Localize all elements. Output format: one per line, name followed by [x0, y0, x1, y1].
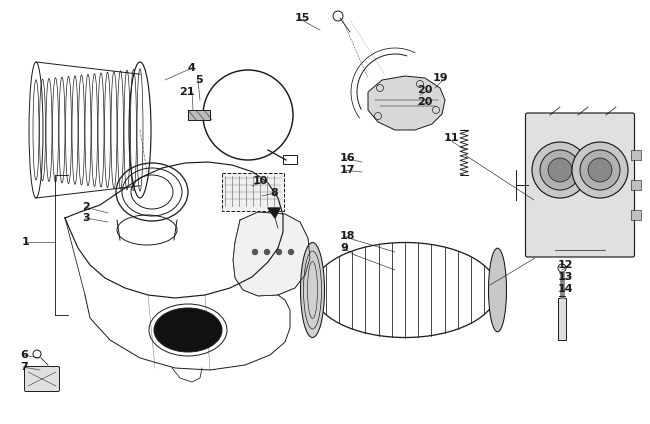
Text: 13: 13 — [558, 272, 573, 282]
Circle shape — [572, 142, 628, 198]
Text: 8: 8 — [270, 188, 278, 198]
Circle shape — [540, 150, 580, 190]
Circle shape — [276, 249, 281, 254]
Polygon shape — [268, 208, 280, 218]
Bar — [222, 173, 284, 211]
Circle shape — [548, 158, 572, 182]
Text: 9: 9 — [340, 243, 348, 253]
Text: 20: 20 — [417, 97, 432, 107]
Ellipse shape — [154, 308, 222, 352]
Text: 3: 3 — [82, 213, 90, 223]
Circle shape — [265, 249, 270, 254]
Text: 5: 5 — [195, 75, 203, 85]
Text: 1: 1 — [22, 237, 30, 247]
Text: 12: 12 — [558, 260, 573, 270]
Text: 17: 17 — [340, 165, 356, 175]
Circle shape — [580, 150, 620, 190]
Text: 6: 6 — [20, 350, 28, 360]
Circle shape — [532, 142, 588, 198]
Bar — [188, 110, 210, 120]
Text: 21: 21 — [179, 87, 195, 97]
Text: 15: 15 — [295, 13, 311, 23]
Circle shape — [252, 249, 257, 254]
Text: 18: 18 — [340, 231, 356, 241]
Text: 7: 7 — [20, 362, 28, 372]
Bar — [630, 180, 640, 190]
Bar — [283, 155, 297, 164]
Text: 4: 4 — [187, 63, 195, 73]
FancyBboxPatch shape — [525, 113, 634, 257]
FancyBboxPatch shape — [25, 366, 60, 391]
Text: 2: 2 — [82, 202, 90, 212]
Bar — [558, 298, 566, 340]
Polygon shape — [233, 212, 310, 296]
Ellipse shape — [300, 243, 324, 338]
Bar — [630, 150, 640, 160]
Text: 16: 16 — [340, 153, 356, 163]
Text: 20: 20 — [417, 85, 432, 95]
Text: 11: 11 — [444, 133, 460, 143]
Circle shape — [588, 158, 612, 182]
Ellipse shape — [489, 248, 506, 332]
Text: 19: 19 — [432, 73, 448, 83]
Text: 10: 10 — [253, 176, 268, 186]
Text: 14: 14 — [558, 284, 573, 294]
Polygon shape — [368, 76, 445, 130]
Circle shape — [289, 249, 294, 254]
Bar — [630, 210, 640, 220]
